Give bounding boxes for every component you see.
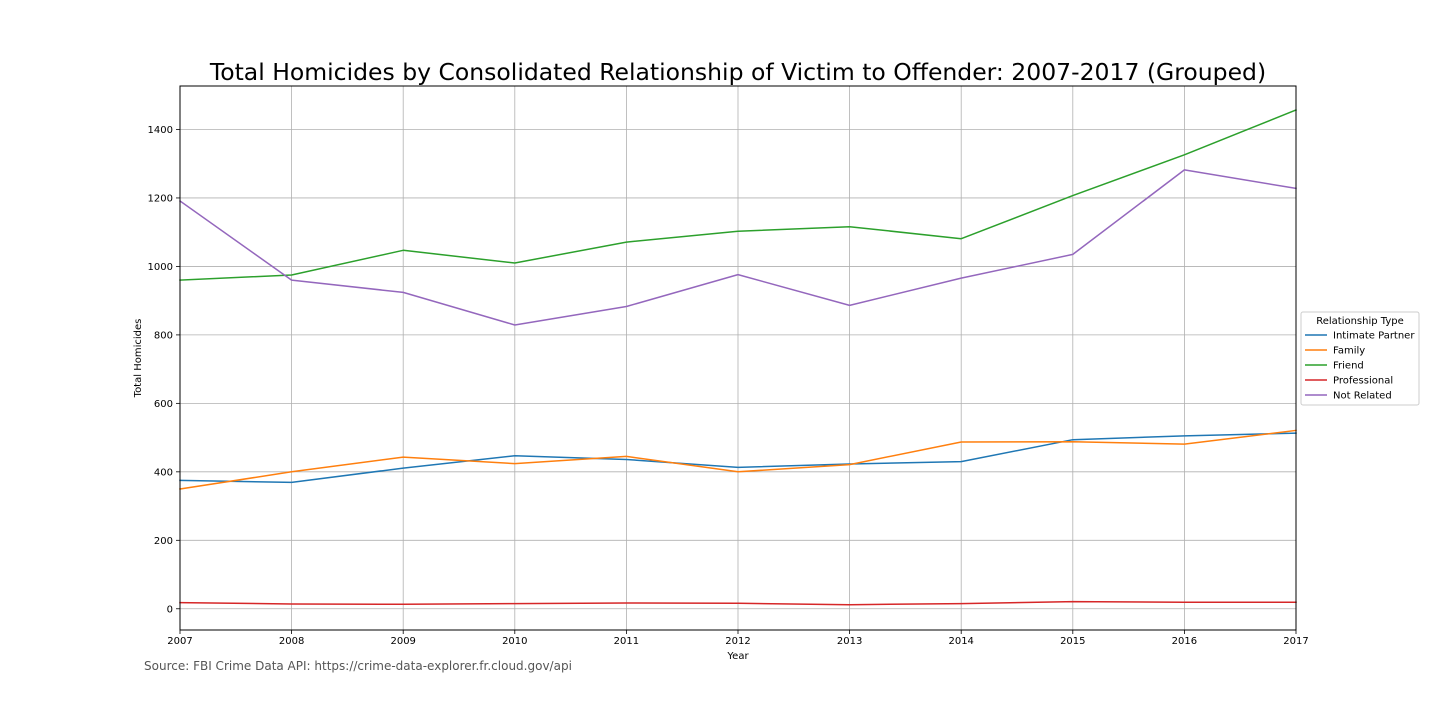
axes: 2007 2008 2009 2010 2011 2012 2013 2014 2015 2016… [148,125,1309,647]
series-line-not-related [178,169,1297,326]
series-line-family [179,429,1297,490]
y-tick-label: 1400 [148,125,173,136]
legend-label: Friend [1333,361,1364,372]
series-lines [178,109,1297,606]
x-tick-label: 2009 [390,636,415,647]
y-tick-label: 1000 [148,262,173,273]
y-tick-label: 200 [154,536,173,547]
x-tick-label: 2007 [167,636,192,647]
legend-label: Family [1333,346,1365,357]
legend-item-not-related: Not Related [1305,391,1392,402]
chart-title: Total Homicides by Consolidated Relation… [209,58,1266,86]
legend-box [1300,311,1420,406]
series-line-intimate-partner [179,432,1297,484]
legend-label: Professional [1333,376,1393,387]
y-tick-label: 800 [154,330,173,341]
y-tick-label: 400 [154,467,173,478]
y-tick-label: 0 [167,604,173,615]
x-tick-label: 2008 [279,636,304,647]
legend-label: Not Related [1333,391,1392,402]
grid [179,86,1297,630]
x-tick-label: 2011 [614,636,639,647]
x-tick-label: 2015 [1060,636,1085,647]
y-tick-label: 1200 [148,193,173,204]
legend-title: Relationship Type [1316,316,1404,327]
legend-item-professional: Professional [1305,376,1393,387]
source-note: Source: FBI Crime Data API: https://crim… [144,659,572,673]
x-tick-label: 2016 [1172,636,1197,647]
series-line-professional [179,600,1297,606]
legend-item-intimate-partner: Intimate Partner [1305,331,1415,342]
legend-item-friend: Friend [1305,361,1364,372]
x-tick-label: 2010 [502,636,527,647]
series-line-friend [179,109,1297,281]
legend-label: Intimate Partner [1333,331,1415,342]
x-tick-label: 2017 [1283,636,1308,647]
y-axis-label: Total Homicides [133,319,144,399]
x-tick-label: 2014 [948,636,973,647]
legend-item-family: Family [1305,346,1365,357]
legend: Relationship Type Intimate Partner Family… [1300,311,1420,406]
y-tick-label: 600 [154,399,173,410]
x-axis-label: Year [726,651,749,662]
x-tick-label: 2013 [837,636,862,647]
x-tick-label: 2012 [725,636,750,647]
